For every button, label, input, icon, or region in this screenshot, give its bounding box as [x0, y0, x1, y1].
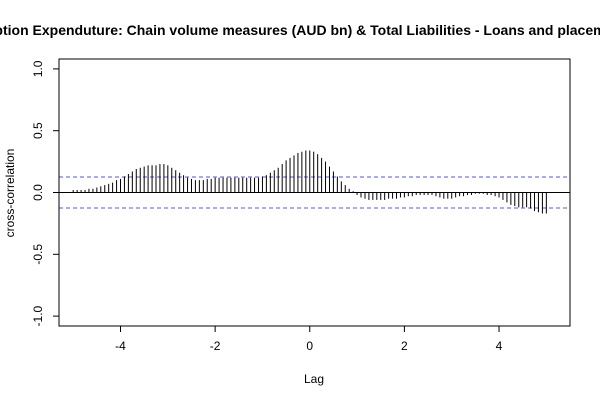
y-tick-label: 1.0 [31, 60, 45, 77]
x-tick-label: 0 [306, 339, 313, 353]
x-tick-label: -4 [115, 339, 126, 353]
y-axis-label: cross-correlation [3, 149, 17, 238]
chart-title: umption Expenduture: Chain volume measur… [0, 22, 600, 38]
y-axis: -1.0 -0.5 0.0 0.5 1.0 [31, 60, 60, 326]
x-tick-label: 2 [401, 339, 408, 353]
y-tick-label: 0.0 [31, 184, 45, 201]
x-tick-label: 4 [496, 339, 503, 353]
y-tick-label: 0.5 [31, 122, 45, 139]
y-tick-label: -0.5 [31, 244, 45, 265]
x-axis-label: Lag [304, 372, 324, 386]
x-axis: -4 -2 0 2 4 [115, 325, 503, 353]
y-tick-label: -1.0 [31, 305, 45, 326]
bars [72, 150, 547, 214]
x-tick-label: -2 [210, 339, 221, 353]
